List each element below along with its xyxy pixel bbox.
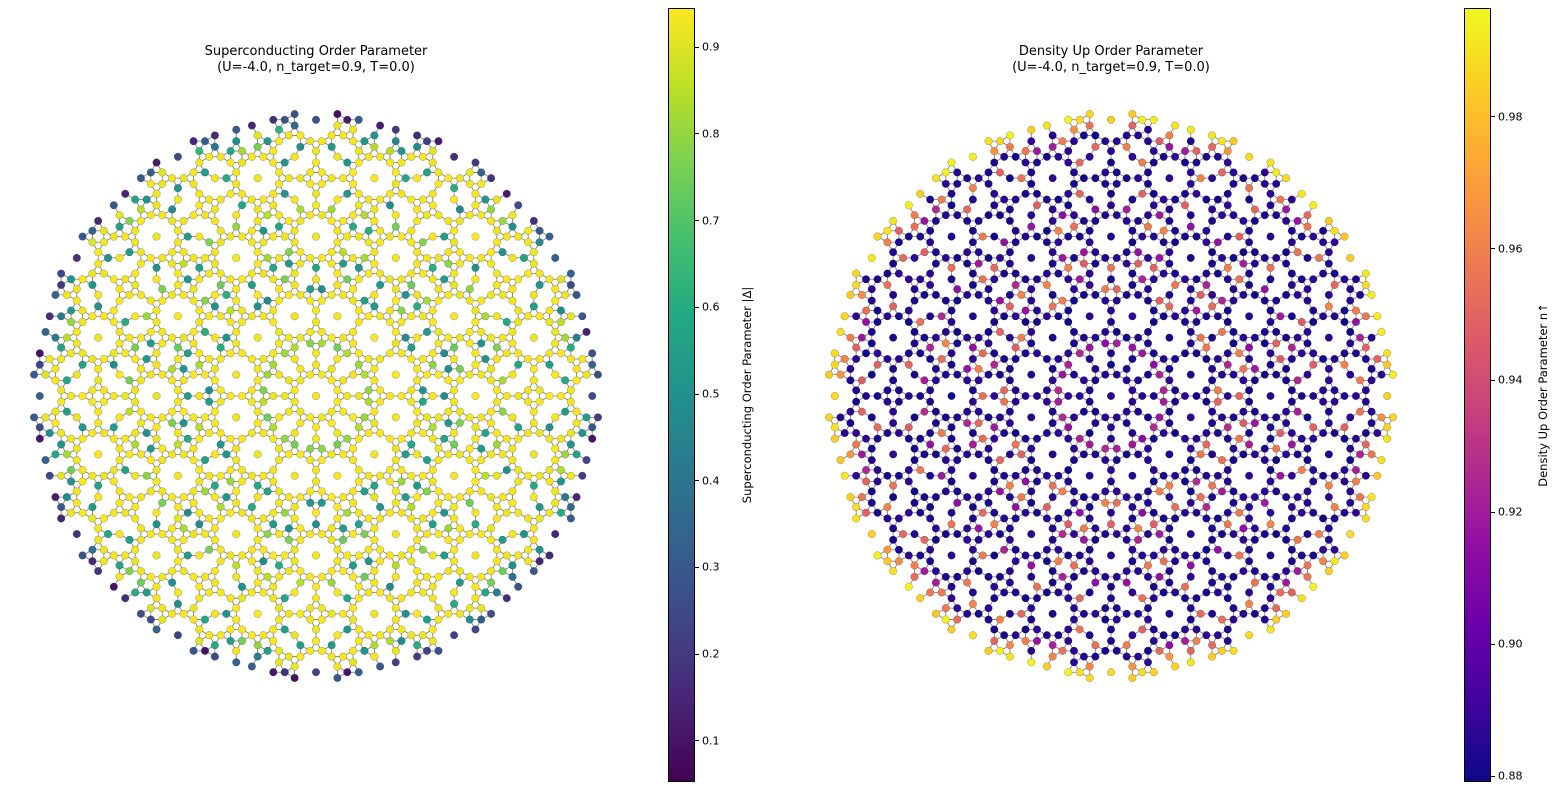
sc-lattice-plot [26, 106, 606, 686]
colorbar-tick-label: 0.94 [1498, 373, 1523, 387]
colorbar-tick-label: 0.2 [702, 647, 720, 661]
sc-order-parameter-panel: Superconducting Order Parameter (U=-4.0,… [26, 0, 606, 790]
colorbar-tick-label: 0.92 [1498, 505, 1523, 519]
sc-title: Superconducting Order Parameter (U=-4.0,… [26, 44, 606, 75]
colorbar-tick [695, 740, 699, 742]
colorbar-tick-label: 0.96 [1498, 242, 1523, 256]
colorbar-tick-label: 0.90 [1498, 637, 1523, 651]
density-up-panel: Density Up Order Parameter (U=-4.0, n_ta… [821, 0, 1401, 790]
colorbar-tick [1491, 775, 1495, 777]
sc-colorbar-gradient [668, 8, 695, 782]
colorbar-tick [1491, 248, 1495, 250]
colorbar-tick-label: 0.9 [702, 40, 720, 54]
density-lattice-plot [821, 106, 1401, 686]
colorbar-tick [695, 306, 699, 308]
colorbar-tick [695, 566, 699, 568]
colorbar-tick-label: 0.8 [702, 127, 720, 141]
colorbar-tick-label: 0.7 [702, 214, 720, 228]
colorbar-tick-label: 0.88 [1498, 769, 1523, 783]
density-colorbar: Density Up Order Parameter n↑ 0.98 0.96 0.… [1464, 8, 1565, 783]
colorbar-tick [1491, 643, 1495, 645]
sc-colorbar: Superconducting Order Parameter |Δ| 0.9 0… [668, 8, 798, 782]
colorbar-tick [1491, 379, 1495, 381]
density-colorbar-label: Density Up Order Parameter n↑ [1536, 303, 1550, 487]
sc-title-line1: Superconducting Order Parameter [204, 44, 428, 59]
colorbar-tick [695, 653, 699, 655]
colorbar-tick [695, 220, 699, 222]
sc-colorbar-label: Superconducting Order Parameter |Δ| [740, 286, 754, 504]
density-title-line2: (U=-4.0, n_target=0.9, T=0.0) [1012, 59, 1210, 75]
sc-title-line2: (U=-4.0, n_target=0.9, T=0.0) [217, 59, 415, 75]
density-title: Density Up Order Parameter (U=-4.0, n_ta… [821, 44, 1401, 75]
colorbar-tick-label: 0.4 [702, 474, 720, 488]
colorbar-tick [695, 480, 699, 482]
density-colorbar-gradient [1464, 8, 1491, 782]
colorbar-tick-label: 0.6 [702, 300, 720, 314]
colorbar-tick-label: 0.1 [702, 734, 720, 748]
colorbar-tick [1491, 116, 1495, 118]
colorbar-tick-label: 0.3 [702, 560, 720, 574]
colorbar-tick-label: 0.98 [1498, 110, 1523, 124]
colorbar-tick [1491, 511, 1495, 513]
colorbar-tick-label: 0.5 [702, 387, 720, 401]
colorbar-tick [695, 133, 699, 135]
density-title-line1: Density Up Order Parameter [1018, 44, 1204, 59]
colorbar-tick [695, 393, 699, 395]
colorbar-tick [695, 46, 699, 48]
